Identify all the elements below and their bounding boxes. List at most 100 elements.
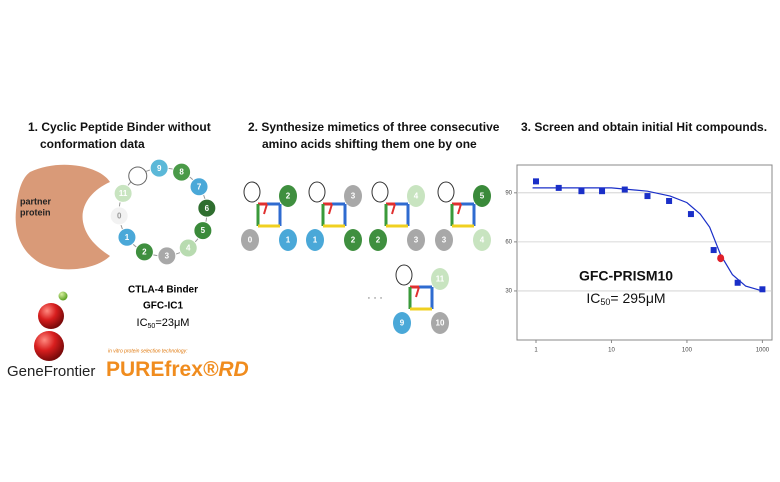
x-tick-label: 10	[608, 348, 615, 354]
data-point	[644, 193, 651, 200]
cap	[371, 181, 389, 203]
residue	[178, 238, 198, 258]
residue	[117, 227, 137, 247]
partner-protein	[15, 164, 110, 270]
data-point	[710, 247, 717, 254]
data-point	[734, 279, 741, 286]
ellipsis: · · ·	[367, 293, 383, 304]
residue	[134, 242, 154, 262]
scaffold	[391, 203, 396, 215]
data-point	[599, 188, 606, 195]
residue	[113, 183, 133, 203]
residue-label: 2	[351, 236, 356, 245]
plot-frame	[516, 164, 773, 341]
residue-label: 2	[142, 247, 147, 256]
residue-label: 0	[248, 236, 253, 245]
residue	[189, 177, 209, 197]
y-tick-label: 60	[505, 239, 512, 245]
panel-title: conformation data	[40, 137, 145, 151]
scaffold	[328, 203, 333, 215]
residue-label: 6	[205, 204, 210, 213]
data-point	[578, 188, 585, 195]
fit-curve	[532, 187, 763, 292]
ic50-prefix: IC	[137, 317, 148, 329]
data-point	[687, 211, 694, 218]
panel-title: 1. Cyclic Peptide Binder without	[28, 120, 211, 134]
residue	[128, 166, 148, 186]
x-tick-label: 1000	[756, 348, 770, 354]
residue-label: 5	[480, 192, 485, 201]
panel-title: 3. Screen and obtain initial Hit compoun…	[521, 120, 767, 134]
scaffold	[263, 203, 268, 215]
ic50-sub: 50	[148, 323, 156, 330]
y-tick-label: 30	[505, 289, 512, 295]
residue	[109, 206, 129, 226]
residue	[344, 185, 362, 207]
residue-label: 2	[286, 192, 291, 201]
residue	[279, 229, 297, 251]
data-point	[555, 184, 562, 191]
panel-title: 2. Synthesize mimetics of three consecut…	[248, 120, 500, 134]
cap	[437, 181, 455, 203]
x-tick-label: 100	[682, 348, 693, 354]
scaffold	[457, 203, 462, 215]
residue	[431, 268, 449, 290]
highlight-point	[717, 254, 725, 263]
data-point	[666, 197, 673, 204]
residue-label: 3	[351, 192, 356, 201]
residue	[172, 162, 192, 182]
residue	[393, 312, 411, 334]
residue	[369, 229, 387, 251]
scaffold	[415, 286, 420, 298]
residue	[435, 229, 453, 251]
panel-title: amino acids shifting them one by one	[262, 137, 477, 151]
residue-label: 3	[165, 251, 170, 260]
x-tick-label: 1	[534, 348, 538, 354]
residue-label: 9	[157, 164, 162, 173]
residue	[344, 229, 362, 251]
logo-genefrontier: GeneFrontier	[7, 363, 95, 380]
ic50-rest: = 295μM	[610, 290, 665, 306]
residue	[306, 229, 324, 251]
residue	[193, 221, 213, 241]
brand-suffix: ®RD	[203, 358, 249, 381]
residue-label: 1	[313, 236, 318, 245]
residue	[241, 229, 259, 251]
logo-sphere	[38, 303, 64, 329]
residue-label: 0	[117, 211, 122, 220]
logo-purefrex: PUREfrex®RD	[106, 358, 249, 381]
residue-label: 9	[400, 319, 405, 328]
residue-label: 11	[119, 189, 128, 198]
brand: PUREfrex	[106, 358, 203, 381]
residue	[157, 246, 177, 266]
partner-label: protein	[20, 207, 51, 217]
y-tick-label: 90	[505, 190, 512, 196]
cap	[395, 264, 413, 286]
data-point	[759, 286, 766, 293]
residue	[473, 229, 491, 251]
residue-label: 8	[179, 168, 184, 177]
cap	[243, 181, 261, 203]
residue	[279, 185, 297, 207]
ic50-prefix: IC	[586, 290, 600, 306]
ic50-annotation: IC50= 295μM	[586, 290, 665, 308]
binder-ic50: IC50=23μM	[137, 317, 190, 330]
residue	[407, 185, 425, 207]
residue-label: 3	[442, 236, 447, 245]
residue-label: 10	[436, 319, 445, 328]
logo-tagline: in vitro protein selection technology:	[108, 348, 188, 354]
residue-label: 3	[414, 236, 419, 245]
residue-label: 1	[286, 236, 291, 245]
residue-label: 4	[480, 236, 485, 245]
residue-label: 4	[414, 192, 419, 201]
binder-id: GFC-IC1	[143, 301, 183, 312]
data-point	[533, 178, 540, 185]
residue-label: 2	[376, 236, 381, 245]
residue	[407, 229, 425, 251]
partner-label: partner	[20, 196, 52, 206]
residue-label: 5	[201, 226, 206, 235]
binder-name: CTLA-4 Binder	[128, 285, 198, 296]
residue	[149, 158, 169, 178]
chart: 30 60 90 1 10 100 1000 GFC-PRISM10 IC50= 295μM	[505, 164, 773, 354]
